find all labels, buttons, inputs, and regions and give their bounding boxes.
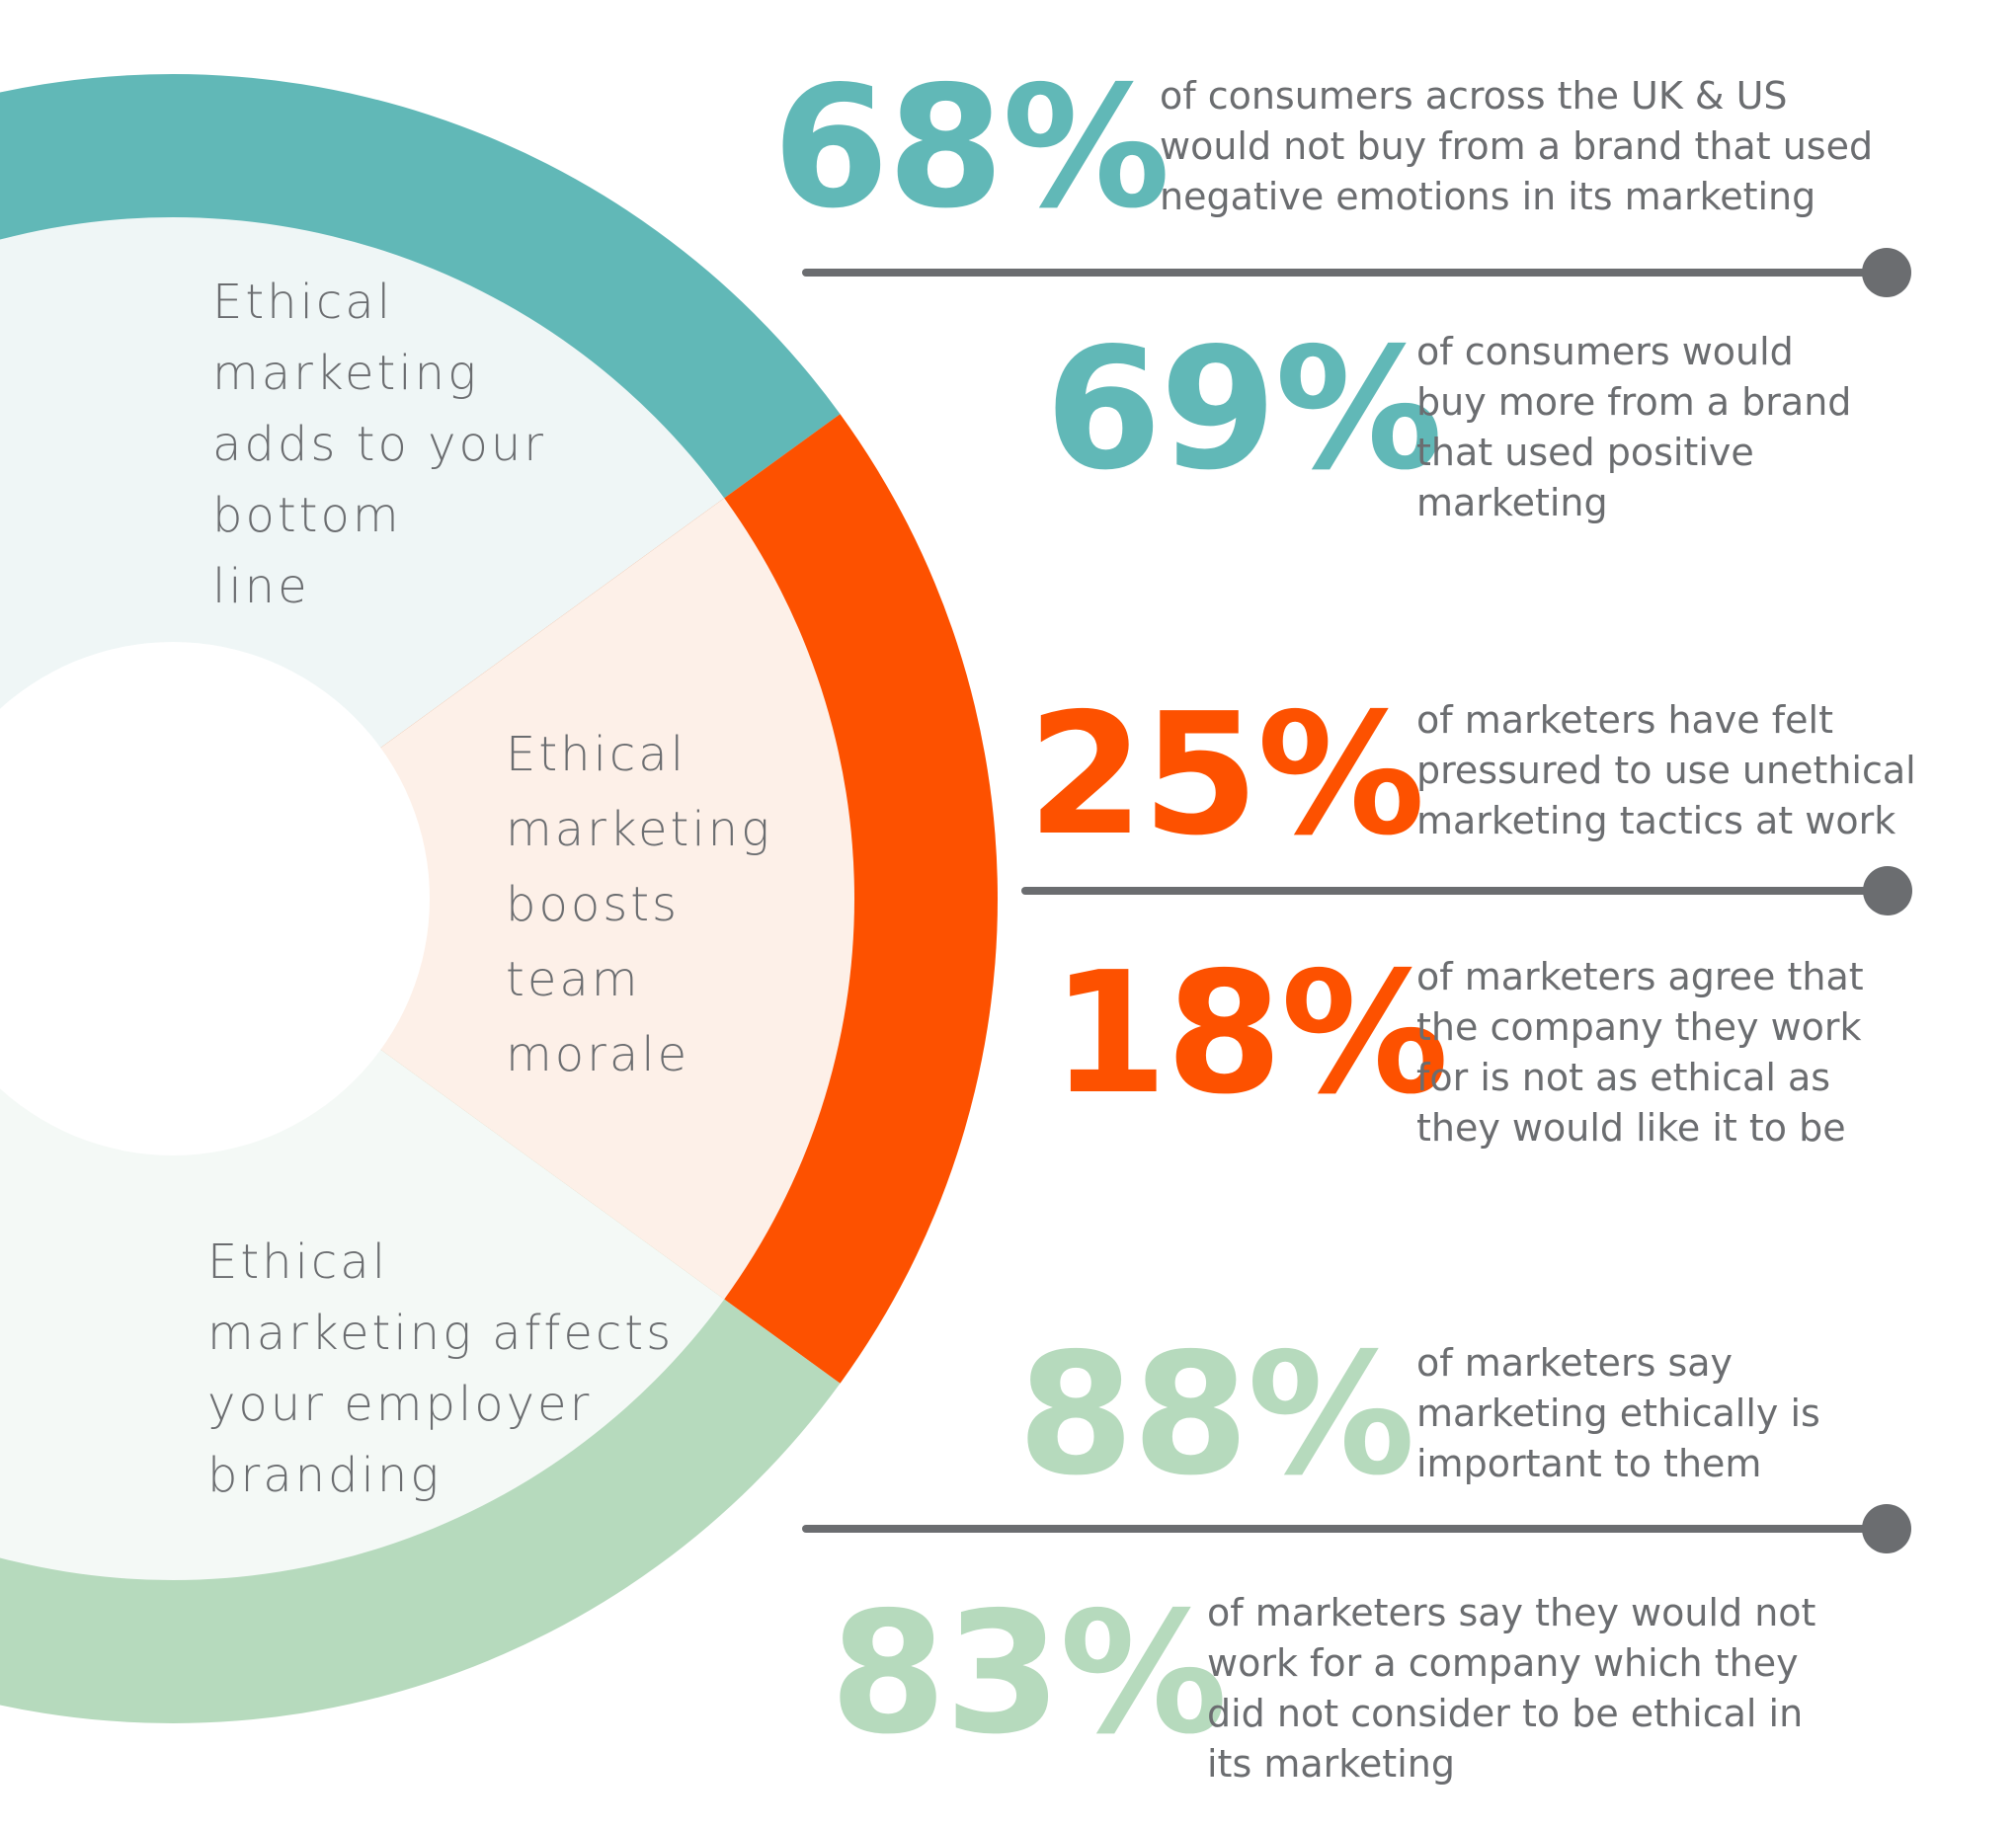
- divider-dot-1: [1862, 248, 1911, 297]
- segment-label-bottom-line: Ethical marketing adds to your bottom li…: [212, 275, 546, 614]
- divider-dot-3: [1862, 1504, 1911, 1553]
- stat-text-68: of consumers across the UK & US would no…: [1160, 74, 1874, 218]
- stat-text-18: of marketers agree that the company they…: [1416, 955, 1864, 1150]
- divider-line-2: [1021, 887, 1900, 895]
- divider-dot-2: [1863, 866, 1912, 915]
- stat-value-18: 18%: [1051, 936, 1449, 1132]
- stat-value-83: 83%: [830, 1576, 1228, 1772]
- divider-line-1: [802, 269, 1898, 277]
- donut-hole: [0, 642, 430, 1155]
- stat-value-25: 25%: [1027, 677, 1425, 873]
- stat-value-69: 69%: [1045, 312, 1443, 508]
- stat-text-69: of consumers would buy more from a brand…: [1416, 330, 1852, 524]
- donut-chart: [0, 73, 999, 1723]
- segment-team-morale: [173, 414, 999, 1384]
- segment-label-employer-branding: Ethical marketing affects your employer …: [207, 1234, 675, 1503]
- stat-text-83: of marketers say they would not work for…: [1207, 1591, 1816, 1786]
- stat-value-68: 68%: [772, 50, 1170, 246]
- stat-text-88: of marketers say marketing ethically is …: [1416, 1341, 1820, 1485]
- divider-line-3: [802, 1525, 1898, 1533]
- stat-value-88: 88%: [1017, 1317, 1415, 1513]
- stat-text-25: of marketers have felt pressured to use …: [1416, 698, 1916, 842]
- segment-label-team-morale: Ethical marketing boosts team morale: [506, 727, 772, 1082]
